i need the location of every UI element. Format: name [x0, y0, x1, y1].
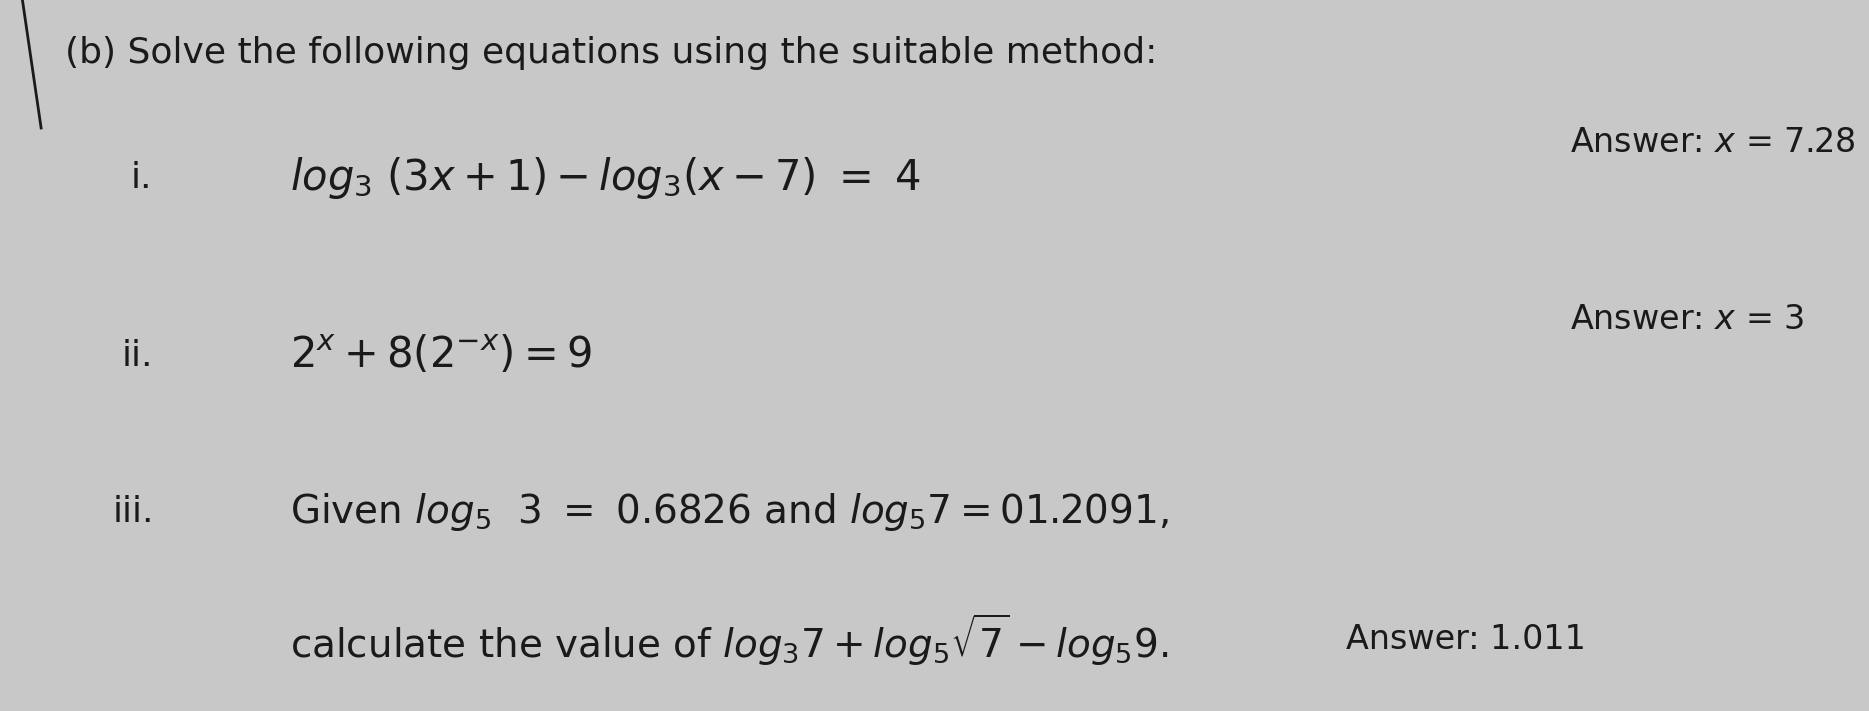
- Text: iii.: iii.: [112, 495, 153, 529]
- Text: i.: i.: [131, 161, 153, 195]
- Text: $2^x + 8(2^{-x}) = 9$: $2^x + 8(2^{-x}) = 9$: [290, 334, 591, 377]
- Text: Answer: $x$ = 3: Answer: $x$ = 3: [1570, 304, 1804, 336]
- Text: ii.: ii.: [121, 338, 153, 373]
- Text: (b) Solve the following equations using the suitable method:: (b) Solve the following equations using …: [65, 36, 1157, 70]
- Text: $\mathit{log}_3\ (3x + 1) - \mathit{log}_3(x - 7)\ =\ 4$: $\mathit{log}_3\ (3x + 1) - \mathit{log}…: [290, 155, 921, 201]
- Text: Given $\mathit{log}_5\ \ 3\ =\ 0.6826$ and $\mathit{log}_5 7 = 01.2091,$: Given $\mathit{log}_5\ \ 3\ =\ 0.6826$ a…: [290, 491, 1168, 533]
- Text: Answer: 1.011: Answer: 1.011: [1346, 624, 1585, 656]
- Text: calculate the value of $\mathit{log}_3 7 + \mathit{log}_5 \sqrt{7} - \mathit{log: calculate the value of $\mathit{log}_3 7…: [290, 611, 1168, 668]
- Text: Answer: $x$ = 7.28: Answer: $x$ = 7.28: [1570, 126, 1856, 159]
